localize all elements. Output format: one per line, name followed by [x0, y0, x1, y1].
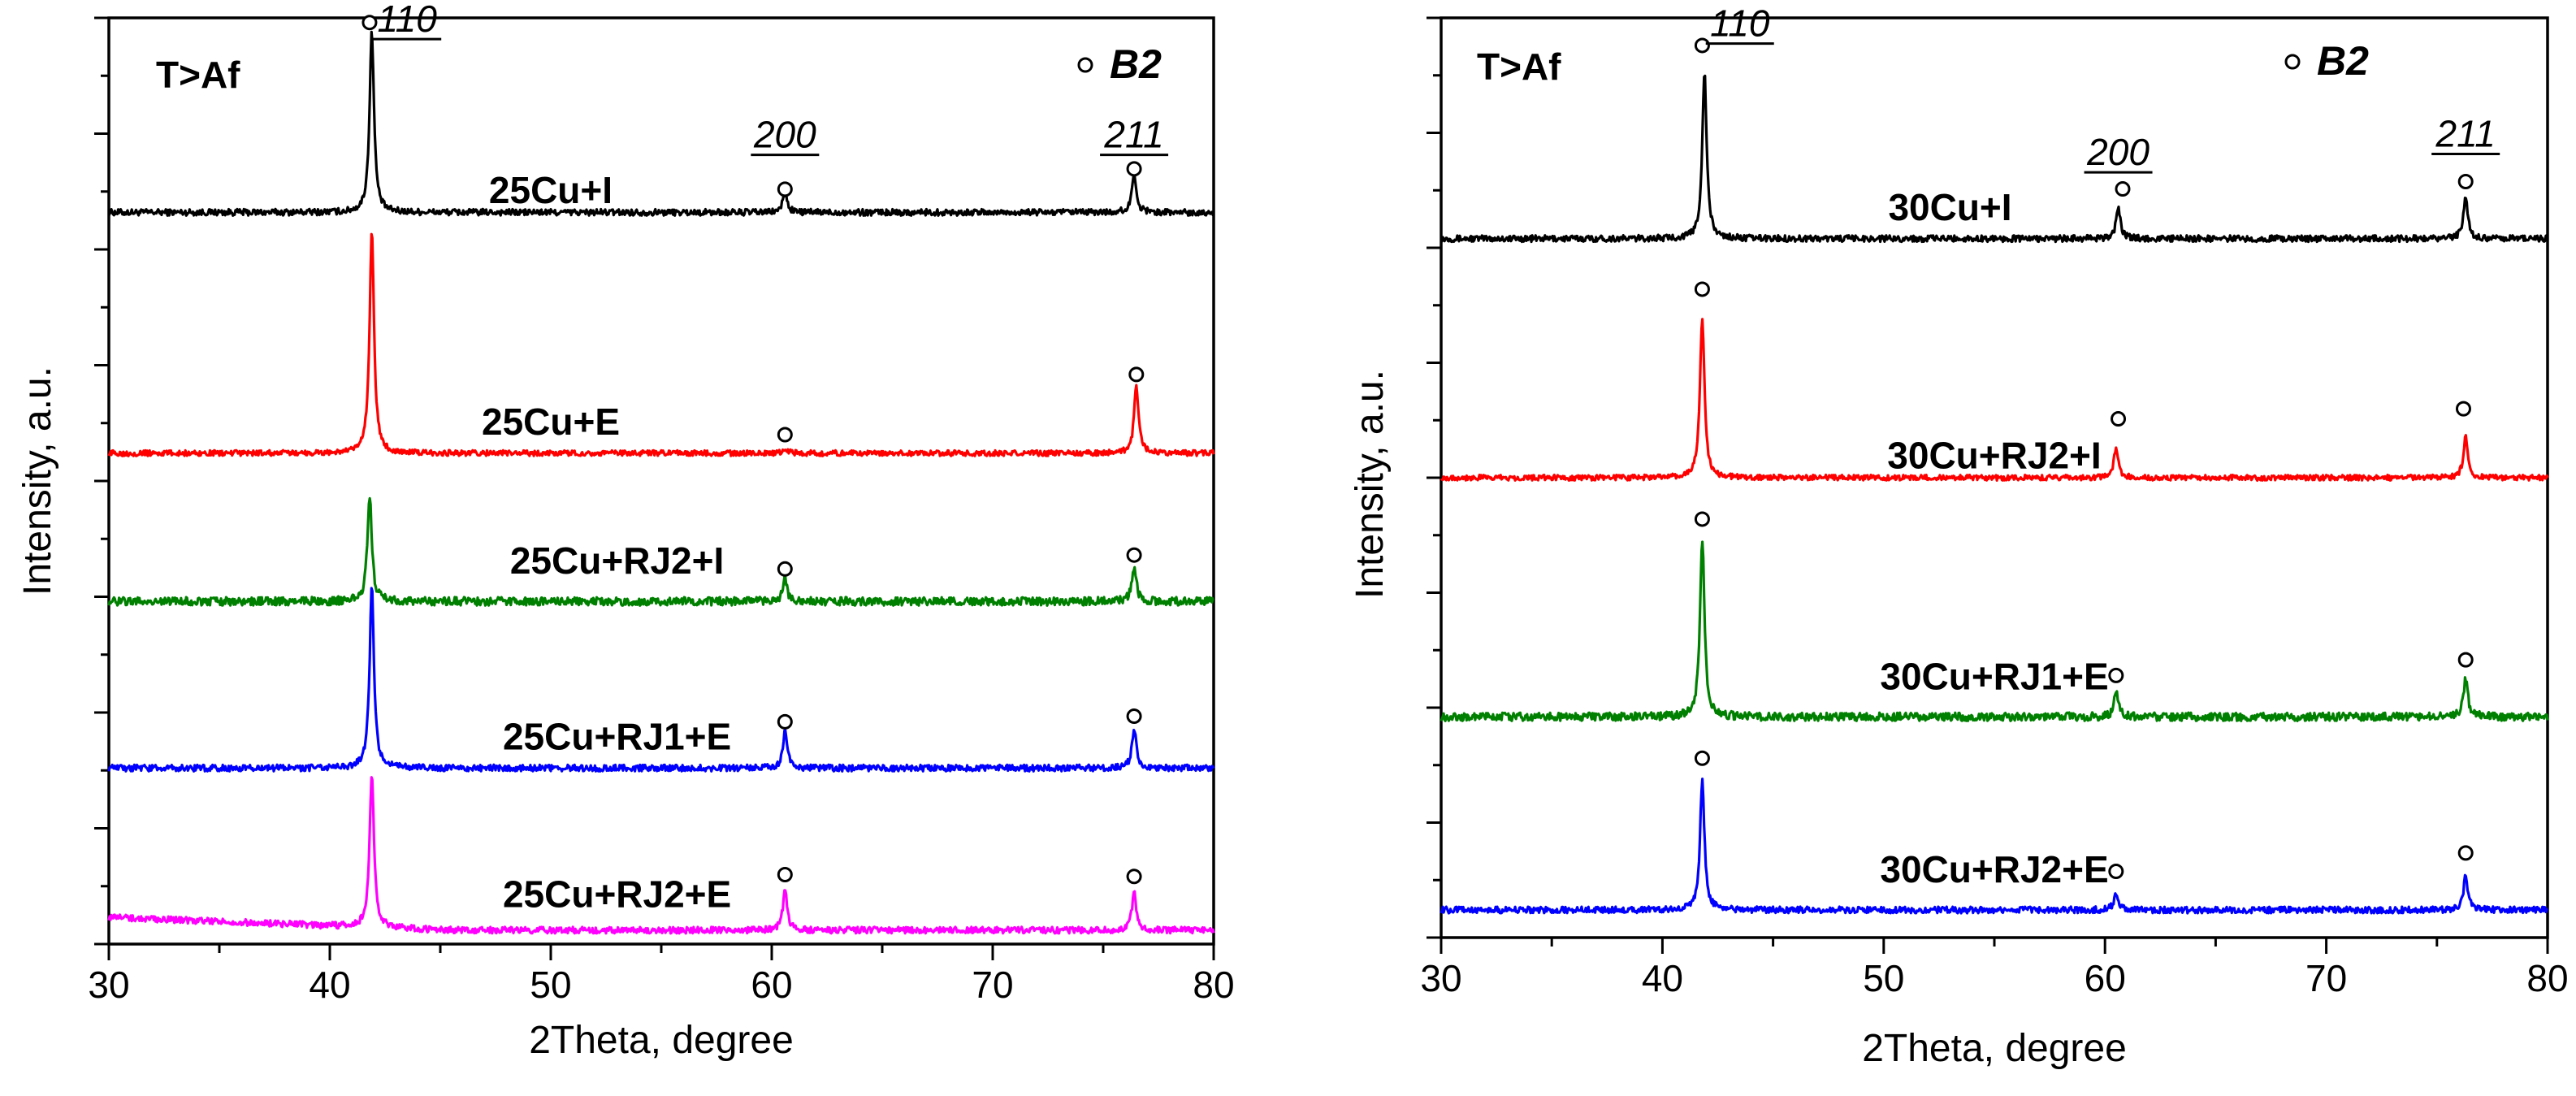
left-sample-label: 25Cu+RJ2+I [510, 539, 724, 582]
left-x-axis-title: 2Theta, degree [529, 1019, 794, 1062]
left-sample-label: 25Cu+I [489, 169, 613, 211]
left-b2-peak-marker [777, 181, 793, 197]
left-temperature-note: T>Af [156, 54, 240, 96]
right-b2-peak-marker [2108, 667, 2124, 683]
left-hkl-label-200: 200 [753, 114, 816, 156]
left-sample-label: 25Cu+E [482, 401, 620, 443]
left-b2-peak-marker [777, 561, 793, 577]
left-b2-peak-marker [777, 427, 793, 443]
left-x-tick-label: 60 [751, 964, 792, 1006]
left-hkl-label-110: 110 [378, 0, 438, 40]
left-plot-frame [107, 16, 1215, 946]
left-trace-25cu-rj1-e [107, 587, 1215, 773]
right-sample-label: 30Cu+RJ2+E [1880, 848, 2108, 890]
right-b2-peak-marker [1694, 37, 1710, 54]
right-x-tick-label: 40 [1642, 957, 1683, 999]
right-legend-label: B2 [2317, 38, 2369, 84]
right-b2-peak-marker [1694, 511, 1710, 527]
right-x-tick-label: 50 [1863, 957, 1904, 999]
right-temperature-note: T>Af [1477, 45, 1561, 88]
right-b2-peak-marker [2457, 845, 2474, 861]
right-legend-marker [2284, 54, 2301, 70]
left-x-tick-label: 80 [1193, 964, 1234, 1006]
left-trace-25cu-e [107, 232, 1215, 457]
left-chart-panel: 2Theta, degree Intensity, a.u. T>Af B2 3… [16, 0, 1235, 1062]
left-y-axis-title: Intensity, a.u. [16, 366, 59, 596]
right-hkl-label-200: 200 [2086, 131, 2150, 173]
right-x-tick-label: 80 [2526, 957, 2568, 999]
left-b2-peak-marker [777, 867, 793, 882]
right-hkl-label-211: 211 [2435, 112, 2496, 154]
left-b2-peak-marker [777, 713, 793, 730]
left-b2-peak-marker [1126, 869, 1142, 885]
left-hkl-label-211: 211 [1103, 114, 1163, 156]
left-b2-peak-marker [1128, 366, 1145, 383]
left-b2-peak-marker [1126, 708, 1142, 725]
right-b2-peak-marker [1694, 750, 1710, 766]
left-x-tick-label: 50 [530, 964, 571, 1006]
left-b2-peak-marker [362, 15, 378, 31]
right-x-axis-title: 2Theta, degree [1862, 1027, 2127, 1070]
right-y-axis-title: Intensity, a.u. [1349, 370, 1392, 599]
left-sample-label: 25Cu+RJ1+E [503, 716, 731, 758]
left-trace-25cu-i [107, 30, 1215, 217]
right-sample-label: 30Cu+I [1888, 186, 2011, 228]
right-trace-30cu-i [1440, 74, 2548, 244]
right-b2-peak-marker [2115, 181, 2131, 197]
right-x-tick-label: 60 [2085, 957, 2126, 999]
right-trace-30cu-rj2-e [1440, 778, 2548, 915]
left-legend-marker [1077, 57, 1093, 73]
right-b2-peak-marker [2457, 173, 2474, 189]
left-x-tick-label: 70 [972, 964, 1013, 1006]
left-trace-25cu-rj2-i [107, 496, 1214, 607]
right-x-tick-label: 70 [2305, 957, 2347, 999]
right-chart-panel: 2Theta, degree Intensity, a.u. T>Af B2 3… [1349, 2, 2569, 1070]
right-hkl-label-110: 110 [1710, 2, 1770, 45]
right-sample-label: 30Cu+RJ1+E [1880, 655, 2108, 697]
right-x-tick-label: 30 [1420, 957, 1461, 999]
right-trace-30cu-rj2-i [1440, 318, 2549, 483]
right-b2-peak-marker [2457, 652, 2474, 668]
left-x-tick-label: 30 [88, 964, 129, 1006]
right-b2-peak-marker [2111, 411, 2127, 427]
left-b2-peak-marker [1126, 547, 1142, 563]
right-sample-label: 30Cu+RJ2+I [1887, 435, 2101, 477]
right-b2-peak-marker [2455, 401, 2471, 417]
right-trace-30cu-rj1-e [1440, 540, 2549, 723]
left-b2-peak-marker [1126, 161, 1142, 177]
left-legend-label: B2 [1110, 41, 1162, 87]
left-sample-label: 25Cu+RJ2+E [503, 873, 731, 915]
right-b2-peak-marker [2108, 863, 2124, 879]
left-trace-25cu-rj2-e [107, 776, 1215, 935]
left-x-tick-label: 40 [309, 964, 350, 1006]
right-b2-peak-marker [1694, 281, 1710, 297]
